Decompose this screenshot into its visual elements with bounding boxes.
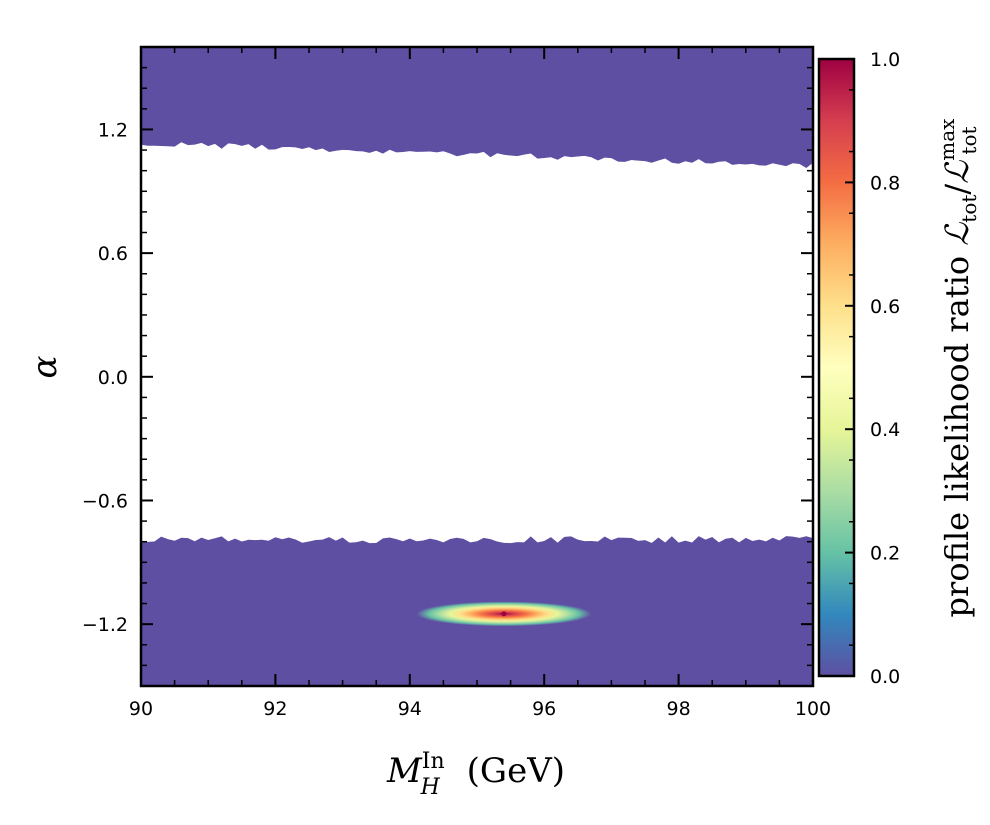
colorbar-ticks: 0.0 0.2 0.4 0.6 0.8 1.0 <box>845 49 900 688</box>
y-tick-label: 0.6 <box>98 243 128 265</box>
y-axis-label: α <box>25 355 65 378</box>
colorbar-label-l2: ℒ <box>938 160 976 184</box>
colorbar-tick-label: 0.8 <box>870 172 900 194</box>
y-tick-label: 1.2 <box>98 119 128 141</box>
colorbar-label-slash: / <box>938 184 976 195</box>
x-axis-label-unit: (GeV) <box>456 751 565 791</box>
y-tick-label: −1.2 <box>82 614 128 636</box>
colorbar-label-sub1: tot <box>957 195 981 223</box>
colorbar-tick-label: 0.6 <box>870 296 900 318</box>
y-tick-label: 0.0 <box>98 367 128 389</box>
upper-allowed-band <box>141 47 813 168</box>
best-fit-point <box>501 611 507 617</box>
x-tick-label: 100 <box>795 698 831 720</box>
colorbar <box>817 57 856 678</box>
colorbar-tick-label: 0.4 <box>870 419 900 441</box>
y-tick-label: −0.6 <box>82 490 128 512</box>
x-axis-label-sub: H <box>420 775 441 800</box>
colorbar-tick-label: 1.0 <box>870 49 900 71</box>
colorbar-label: profile likelihood ratio ℒtot/ℒmaxtot <box>935 118 981 618</box>
y-axis-ticks: −1.2 −0.6 0.0 0.6 1.2 <box>82 46 813 687</box>
x-tick-label: 94 <box>398 698 422 720</box>
x-tick-label: 98 <box>667 698 691 720</box>
x-axis-label: MIn H (GeV) <box>386 749 565 800</box>
colorbar-label-main: profile likelihood ratio <box>938 246 976 618</box>
x-axis-label-main: M <box>386 751 423 791</box>
x-tick-label: 92 <box>263 698 287 720</box>
colorbar-label-l1: ℒ <box>938 222 976 246</box>
plot-area <box>141 47 813 686</box>
colorbar-tick-label: 0.0 <box>870 666 900 688</box>
colorbar-tick-label: 0.2 <box>870 543 900 565</box>
colorbar-label-sup: max <box>935 118 959 161</box>
x-tick-label: 90 <box>129 698 153 720</box>
x-tick-label: 96 <box>532 698 556 720</box>
x-axis-ticks: 90 92 94 96 98 100 <box>129 47 831 720</box>
x-axis-label-sup: In <box>422 749 445 774</box>
colorbar-label-sub2: tot <box>957 126 981 154</box>
